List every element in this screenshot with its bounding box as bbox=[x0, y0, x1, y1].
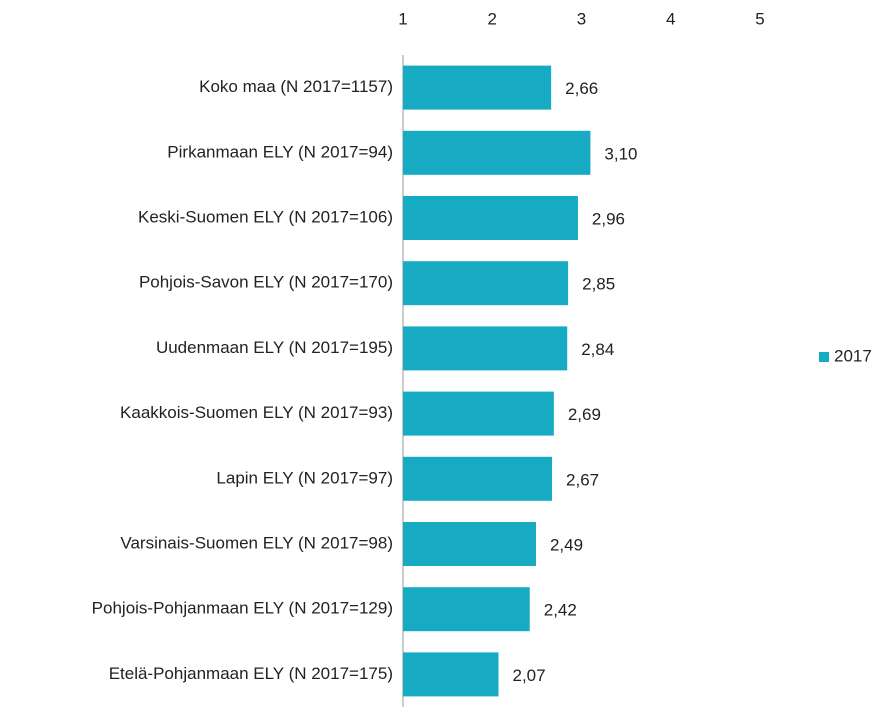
data-label: 2,49 bbox=[550, 535, 583, 554]
bar bbox=[403, 456, 553, 501]
x-tick-label: 2 bbox=[488, 9, 497, 28]
bar bbox=[403, 522, 536, 566]
y-tick-label: Etelä-Pohjanmaan ELY (N 2017=175) bbox=[109, 664, 393, 683]
bar bbox=[403, 652, 499, 697]
bar bbox=[403, 391, 554, 436]
bar bbox=[403, 196, 578, 240]
y-tick-label: Kaakkois-Suomen ELY (N 2017=93) bbox=[120, 403, 393, 422]
y-tick-label: Pohjois-Pohjanmaan ELY (N 2017=129) bbox=[92, 599, 393, 618]
y-tick-label: Uudenmaan ELY (N 2017=195) bbox=[156, 338, 393, 357]
x-tick-label: 4 bbox=[666, 9, 675, 28]
y-tick-label: Pirkanmaan ELY (N 2017=94) bbox=[167, 142, 393, 161]
bar bbox=[403, 65, 552, 110]
bar bbox=[403, 326, 568, 371]
x-tick-label: 5 bbox=[755, 9, 764, 28]
data-label: 2,42 bbox=[544, 601, 577, 620]
bar bbox=[403, 587, 530, 632]
y-tick-label: Varsinais-Suomen ELY (N 2017=98) bbox=[120, 533, 393, 552]
legend-label: 2017 bbox=[834, 346, 872, 365]
data-label: 2,85 bbox=[582, 275, 615, 294]
data-label: 2,67 bbox=[566, 470, 599, 489]
data-label: 2,96 bbox=[592, 209, 625, 228]
y-tick-label: Pohjois-Savon ELY (N 2017=170) bbox=[139, 273, 393, 292]
data-label: 2,84 bbox=[581, 340, 614, 359]
y-tick-label: Lapin ELY (N 2017=97) bbox=[216, 468, 393, 487]
data-label: 2,69 bbox=[568, 405, 601, 424]
x-tick-label: 1 bbox=[398, 9, 407, 28]
data-label: 3,10 bbox=[604, 144, 637, 163]
legend-swatch bbox=[819, 352, 829, 362]
y-tick-label: Koko maa (N 2017=1157) bbox=[199, 77, 393, 96]
y-tick-label: Keski-Suomen ELY (N 2017=106) bbox=[138, 207, 393, 226]
bar bbox=[403, 130, 591, 175]
x-tick-label: 3 bbox=[577, 9, 586, 28]
data-label: 2,07 bbox=[512, 666, 545, 685]
bar bbox=[403, 261, 569, 306]
data-label: 2,66 bbox=[565, 79, 598, 98]
